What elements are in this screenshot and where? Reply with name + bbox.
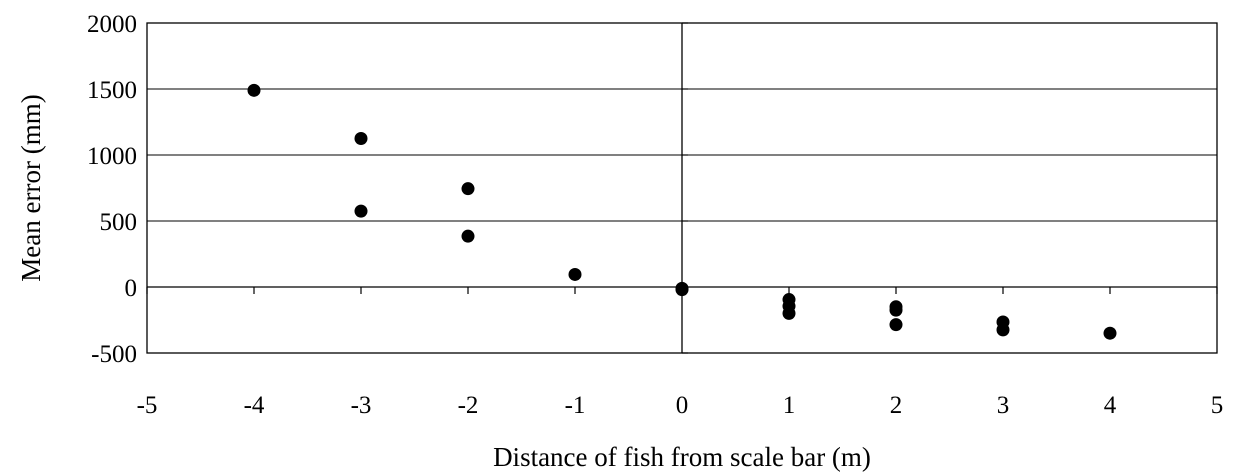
x-tick-label: -1	[565, 392, 586, 419]
y-tick-label: 2000	[87, 11, 137, 38]
y-tick-labels: 2000 1500 1000 500 0 -500	[87, 11, 137, 368]
data-point	[461, 229, 475, 243]
data-point	[354, 204, 368, 218]
x-tick-labels: -5 -4 -3 -2 -1 0 1 2 3 4 5	[137, 392, 1224, 419]
x-tick-label: 2	[890, 392, 903, 419]
x-tick-label: 1	[783, 392, 796, 419]
axes	[146, 22, 1218, 354]
x-tick-label: -5	[137, 392, 158, 419]
x-tick-label: 3	[997, 392, 1010, 419]
data-point	[461, 182, 475, 196]
data-point	[782, 306, 796, 320]
data-point	[889, 318, 903, 332]
data-point	[996, 323, 1010, 337]
y-tick-label: 0	[125, 275, 138, 302]
data-point	[889, 303, 903, 317]
data-point	[247, 83, 261, 97]
y-tick-label: 1000	[87, 143, 137, 170]
data-point	[1103, 326, 1117, 340]
x-tick-label: -2	[458, 392, 479, 419]
y-tick-label: -500	[91, 341, 137, 368]
x-axis-title: Distance of fish from scale bar (m)	[493, 442, 871, 472]
y-axis-title: Mean error (mm)	[16, 94, 46, 281]
x-tick-label: -4	[244, 392, 265, 419]
x-tick-label: -3	[351, 392, 372, 419]
x-tick-label: 0	[676, 392, 689, 419]
data-point	[354, 132, 368, 145]
y-tick-label: 500	[100, 209, 138, 236]
y-tick-label: 1500	[87, 77, 137, 104]
data-points	[247, 83, 1117, 340]
data-point	[568, 267, 582, 281]
x-tick-label: 4	[1104, 392, 1117, 419]
x-tick-label: 5	[1211, 392, 1224, 419]
data-point	[675, 283, 689, 297]
